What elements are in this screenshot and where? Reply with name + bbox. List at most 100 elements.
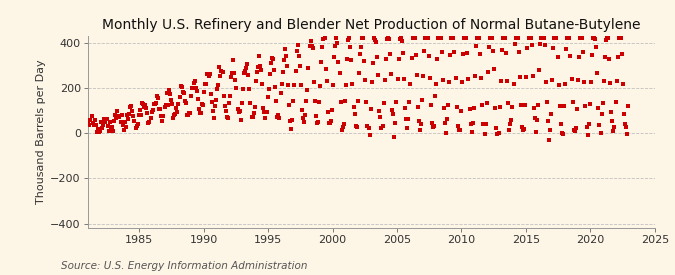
Point [446,36,457,40]
Point [458,51,468,56]
Point [309,98,320,103]
Point [181,101,192,105]
Point [359,59,370,63]
Point [525,36,536,40]
Point [316,60,327,64]
Point [111,116,122,120]
Point [86,113,97,118]
Point [344,36,354,40]
Point [577,36,588,40]
Point [203,74,214,78]
Point [520,103,531,108]
Point [483,70,493,74]
Point [176,85,187,89]
Point [325,121,335,125]
Point [352,125,362,129]
Point [244,87,254,91]
Point [412,73,423,77]
Point [139,104,150,109]
Point [464,107,475,111]
Point [107,125,117,130]
Point [120,125,131,130]
Point [252,70,263,74]
Point [562,36,572,40]
Point [417,98,428,103]
Point [554,83,564,88]
Point [350,124,361,128]
Point [470,74,481,79]
Point [194,107,205,111]
Point [335,100,346,104]
Point [196,111,207,115]
Point [306,44,317,49]
Point [379,78,390,82]
Point [387,108,398,112]
Point [532,118,543,122]
Point [504,128,514,132]
Point [318,37,329,41]
Point [622,131,632,136]
Point [588,36,599,40]
Point [503,101,514,105]
Point [191,88,202,93]
Point [301,98,312,103]
Point [240,69,250,73]
Point [438,106,449,111]
Point [165,98,176,102]
Point [603,36,614,40]
Point [272,114,283,119]
Point [521,75,532,79]
Point [454,127,465,132]
Point [170,112,181,117]
Point [88,123,99,127]
Point [401,117,412,121]
Point [260,116,271,120]
Point [383,36,394,40]
Point [414,128,425,133]
Point [146,110,157,115]
Point [89,118,100,122]
Point [392,77,403,81]
Point [377,124,388,128]
Point [85,118,96,122]
Point [115,119,126,124]
Point [583,133,593,137]
Point [331,36,342,40]
Point [116,113,127,117]
Point [194,111,205,115]
Point [281,54,292,59]
Point [427,120,437,125]
Point [420,36,431,40]
Point [489,67,500,72]
Point [519,127,530,131]
Point [300,112,310,117]
Point [374,108,385,113]
Point [490,106,501,110]
Point [534,67,545,72]
Point [380,57,391,61]
Point [430,94,441,98]
Point [176,84,186,89]
Point [480,122,491,126]
Point [367,80,377,84]
Point [131,124,142,128]
Point [189,79,200,84]
Point [154,106,165,111]
Point [593,106,603,110]
Point [102,124,113,129]
Point [538,36,549,40]
Point [219,104,230,108]
Point [209,116,219,120]
Point [173,102,184,106]
Point [606,110,617,114]
Point [169,113,180,117]
Point [385,72,396,76]
Point [258,105,269,110]
Point [439,121,450,125]
Point [523,36,534,40]
Point [564,36,575,40]
Point [83,122,94,127]
Point [274,116,285,120]
Point [356,45,367,50]
Point [378,101,389,105]
